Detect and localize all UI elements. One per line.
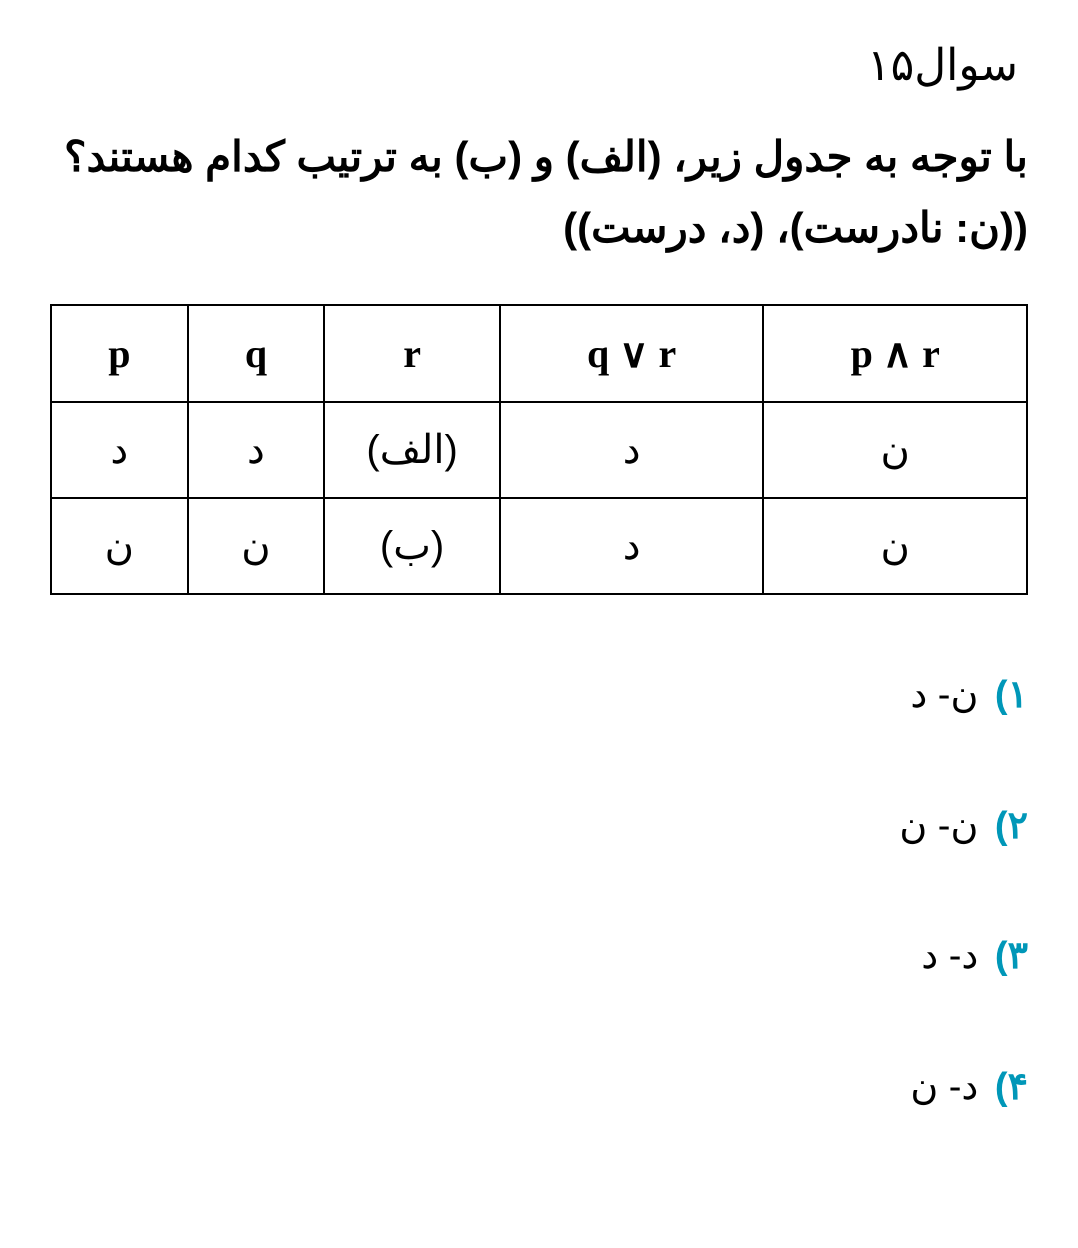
option-number: ۴) [995, 1066, 1028, 1108]
option-number: ۱) [995, 674, 1028, 716]
cell: د [188, 402, 325, 498]
table-header-row: p q r q ∨ r p ∧ r [51, 305, 1027, 402]
header-r: r [324, 305, 500, 402]
option-number: ۳) [995, 935, 1028, 977]
option-text: ن- ن [899, 805, 978, 847]
table-row: ن ن (ب) د ن [51, 498, 1027, 594]
truth-table-wrap: p q r q ∨ r p ∧ r د د (الف) د ن ن ن (ب) … [50, 304, 1028, 595]
cell: (الف) [324, 402, 500, 498]
cell: د [51, 402, 188, 498]
cell: ن [188, 498, 325, 594]
option-text: د- ن [910, 1066, 978, 1108]
option-text: د- د [921, 935, 978, 977]
options-list: ۱) ن- د ۲) ن- ن ۳) د- د ۴) د- ن [50, 665, 1028, 1118]
table-row: د د (الف) د ن [51, 402, 1027, 498]
option-2: ۲) ن- ن [50, 796, 1028, 857]
header-par: p ∧ r [763, 305, 1027, 402]
cell: ن [763, 402, 1027, 498]
option-3: ۳) د- د [50, 926, 1028, 987]
option-1: ۱) ن- د [50, 665, 1028, 726]
truth-table: p q r q ∨ r p ∧ r د د (الف) د ن ن ن (ب) … [50, 304, 1028, 595]
header-p: p [51, 305, 188, 402]
question-body: با توجه به جدول زیر، (الف) و (ب) به ترتی… [50, 121, 1028, 264]
cell: ن [763, 498, 1027, 594]
option-4: ۴) د- ن [50, 1057, 1028, 1118]
header-q: q [188, 305, 325, 402]
header-qvr: q ∨ r [500, 305, 764, 402]
cell: (ب) [324, 498, 500, 594]
cell: ن [51, 498, 188, 594]
option-number: ۲) [995, 805, 1028, 847]
cell: د [500, 402, 764, 498]
option-text: ن- د [910, 674, 978, 716]
question-number: سوال۱۵ [50, 40, 1028, 91]
cell: د [500, 498, 764, 594]
